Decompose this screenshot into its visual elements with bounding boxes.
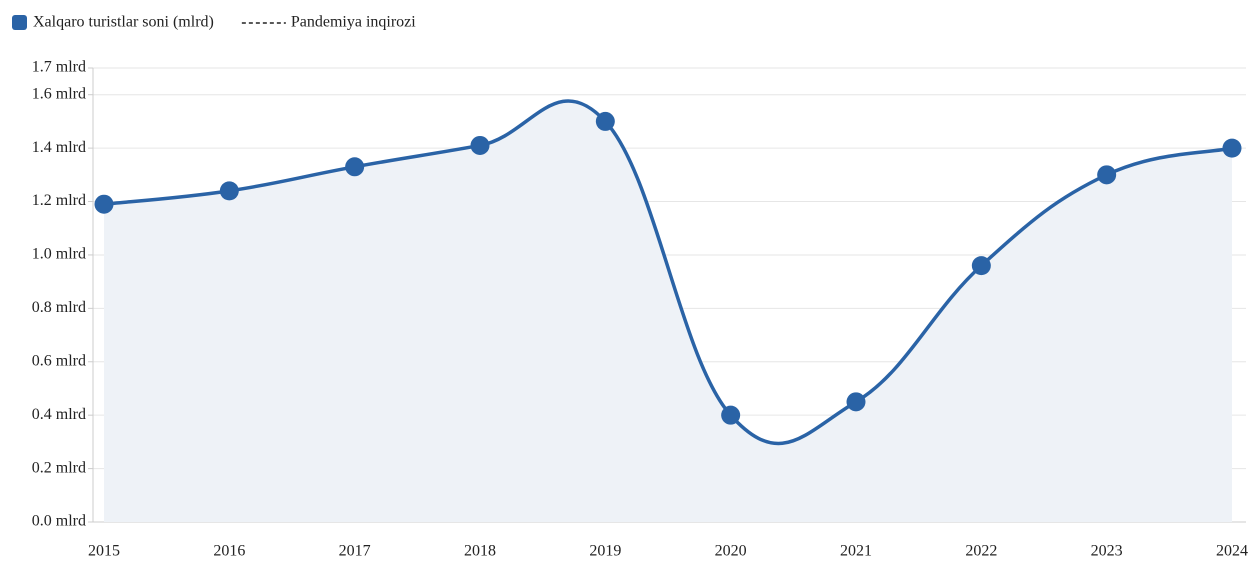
y-tick-label: 1.2 mlrd xyxy=(32,192,86,209)
x-tick-label: 2019 xyxy=(589,543,621,560)
y-tick-label: 0.0 mlrd xyxy=(32,513,86,530)
x-tick-label: 2017 xyxy=(339,543,371,560)
point xyxy=(470,135,490,155)
point xyxy=(1222,138,1242,158)
y-tick-label: 0.6 mlrd xyxy=(32,352,86,369)
y-tick-label: 1.4 mlrd xyxy=(32,139,86,156)
x-tick-label: 2020 xyxy=(715,543,747,560)
x-tick-label: 2016 xyxy=(213,543,245,560)
line xyxy=(103,99,1233,446)
point xyxy=(721,405,741,425)
legend-label: Pandemiya inqirozi xyxy=(291,14,416,31)
x-tick-label: 2018 xyxy=(464,543,496,560)
point xyxy=(595,111,615,131)
x-tick-label: 2024 xyxy=(1216,543,1248,560)
point xyxy=(345,157,365,177)
legend-swatch xyxy=(12,15,27,30)
x-tick-label: 2022 xyxy=(965,543,997,560)
y-tick-label: 1.0 mlrd xyxy=(32,246,86,263)
y-tick-label: 1.7 mlrd xyxy=(32,59,86,76)
y-tick-label: 0.8 mlrd xyxy=(32,299,86,316)
x-tick-label: 2023 xyxy=(1091,543,1123,560)
y-tick-label: 0.4 mlrd xyxy=(32,406,86,423)
area xyxy=(104,100,1232,522)
point xyxy=(971,256,991,276)
y-tick-label: 1.6 mlrd xyxy=(32,85,86,102)
y-tick-label: 0.2 mlrd xyxy=(32,459,86,476)
point xyxy=(94,194,114,214)
point xyxy=(219,181,239,201)
legend-label: Xalqaro turistlar soni (mlrd) xyxy=(33,14,214,31)
point xyxy=(846,392,866,412)
x-tick-label: 2015 xyxy=(88,543,120,560)
x-tick-label: 2021 xyxy=(840,543,872,560)
point xyxy=(1097,165,1117,185)
